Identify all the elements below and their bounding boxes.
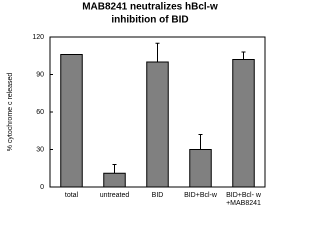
chart-title: MAB8241 neutralizes hBcl-w (82, 2, 218, 13)
x-tick-label: BID (151, 192, 164, 199)
bar (146, 61, 169, 188)
y-tick-label: 120 (32, 34, 44, 41)
page: {"chart_data": {"type": "bar", "title": … (6, 1, 266, 207)
chart-title: inhibition of BID (111, 15, 188, 26)
y-tick-label: 90 (36, 71, 44, 78)
x-tick-label: untreated (99, 192, 130, 199)
y-tick-label: 60 (36, 109, 44, 116)
chart: MAB8241 neutralizes hBcl-w inhibition of… (7, 2, 266, 191)
y-tick-label: 30 (36, 146, 44, 153)
x-tick-label: total (64, 192, 79, 199)
bar (189, 149, 212, 188)
bar (60, 54, 83, 188)
bar (103, 172, 126, 188)
x-tick-label: BID+Bcl- w +MAB8241 (226, 192, 261, 207)
bar (232, 59, 255, 188)
x-tick-label: BID+Bcl-w (184, 192, 217, 199)
y-axis-label: % cytochrome c released (7, 73, 14, 152)
y-tick-label: 0 (40, 184, 44, 191)
